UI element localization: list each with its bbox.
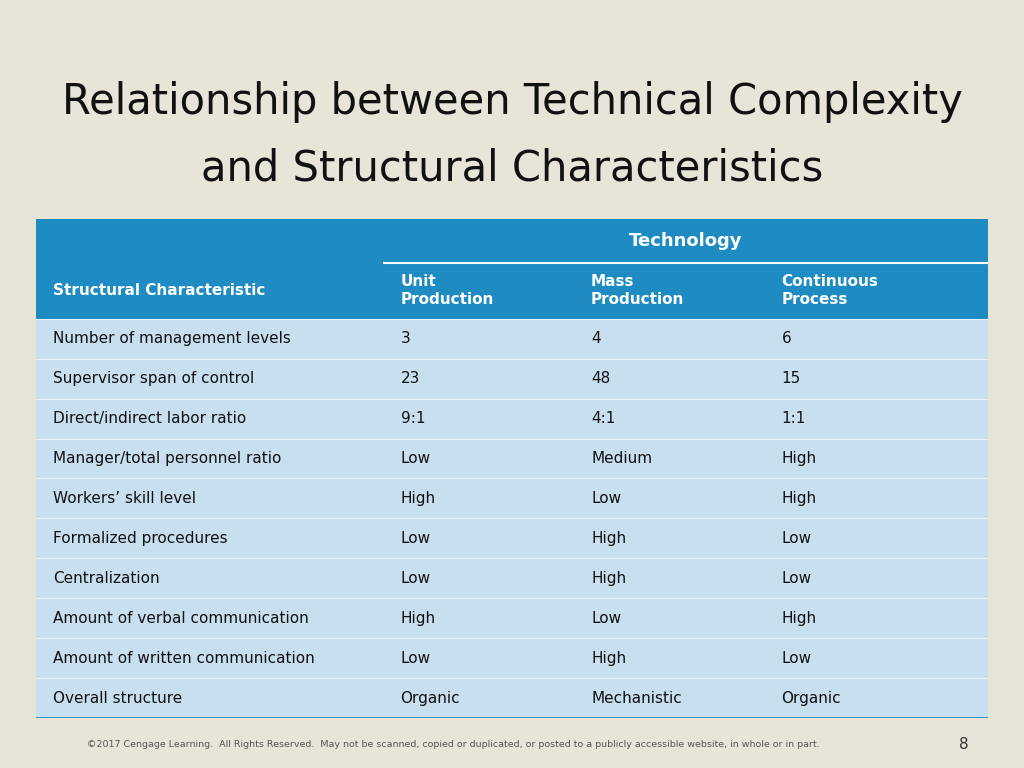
Text: High: High — [781, 611, 816, 626]
Text: 8: 8 — [959, 737, 969, 752]
Text: Centralization: Centralization — [53, 571, 160, 586]
Text: Low: Low — [781, 531, 812, 546]
Text: Mechanistic: Mechanistic — [591, 690, 682, 706]
Text: High: High — [400, 491, 435, 506]
Text: and Structural Characteristics: and Structural Characteristics — [201, 147, 823, 190]
Text: High: High — [591, 650, 626, 666]
Text: Organic: Organic — [781, 690, 841, 706]
Bar — [36, 219, 988, 263]
Text: High: High — [781, 491, 816, 506]
Bar — [36, 518, 988, 558]
Text: Technology: Technology — [629, 232, 742, 250]
Text: 15: 15 — [781, 371, 801, 386]
Text: Number of management levels: Number of management levels — [53, 331, 291, 346]
Bar — [36, 638, 988, 678]
Text: 1:1: 1:1 — [781, 411, 806, 426]
Text: Low: Low — [400, 650, 431, 666]
Bar — [36, 319, 988, 359]
Bar — [36, 478, 988, 518]
Bar — [36, 399, 988, 439]
Text: Low: Low — [781, 571, 812, 586]
Text: 23: 23 — [400, 371, 420, 386]
Text: Amount of written communication: Amount of written communication — [53, 650, 314, 666]
Text: Low: Low — [400, 451, 431, 466]
Text: Low: Low — [400, 531, 431, 546]
Text: High: High — [591, 571, 626, 586]
Text: High: High — [591, 531, 626, 546]
Text: 3: 3 — [400, 331, 411, 346]
Text: Manager/total personnel ratio: Manager/total personnel ratio — [53, 451, 282, 466]
Text: Low: Low — [591, 491, 622, 506]
Text: Formalized procedures: Formalized procedures — [53, 531, 227, 546]
Text: Structural Characteristic: Structural Characteristic — [53, 283, 265, 298]
Text: Supervisor span of control: Supervisor span of control — [53, 371, 254, 386]
Text: 6: 6 — [781, 331, 792, 346]
Text: Unit
Production: Unit Production — [400, 274, 494, 307]
Text: Direct/indirect labor ratio: Direct/indirect labor ratio — [53, 411, 246, 426]
Bar — [36, 263, 988, 319]
Text: Organic: Organic — [400, 690, 460, 706]
Text: Workers’ skill level: Workers’ skill level — [53, 491, 196, 506]
Text: Amount of verbal communication: Amount of verbal communication — [53, 611, 308, 626]
Bar — [36, 678, 988, 718]
Bar — [36, 598, 988, 638]
Text: Continuous
Process: Continuous Process — [781, 274, 879, 307]
Text: Mass
Production: Mass Production — [591, 274, 684, 307]
Text: ©2017 Cengage Learning.  All Rights Reserved.  May not be scanned, copied or dup: ©2017 Cengage Learning. All Rights Reser… — [87, 740, 819, 749]
Text: High: High — [781, 451, 816, 466]
Text: Low: Low — [400, 571, 431, 586]
Bar — [36, 558, 988, 598]
Text: 4: 4 — [591, 331, 601, 346]
Bar — [36, 359, 988, 399]
Text: Overall structure: Overall structure — [53, 690, 182, 706]
Text: Low: Low — [591, 611, 622, 626]
Text: Medium: Medium — [591, 451, 652, 466]
Text: 48: 48 — [591, 371, 610, 386]
Text: High: High — [400, 611, 435, 626]
Text: Relationship between Technical Complexity: Relationship between Technical Complexit… — [61, 81, 963, 123]
Text: 9:1: 9:1 — [400, 411, 425, 426]
Text: 4:1: 4:1 — [591, 411, 615, 426]
Bar — [36, 439, 988, 478]
Text: Low: Low — [781, 650, 812, 666]
